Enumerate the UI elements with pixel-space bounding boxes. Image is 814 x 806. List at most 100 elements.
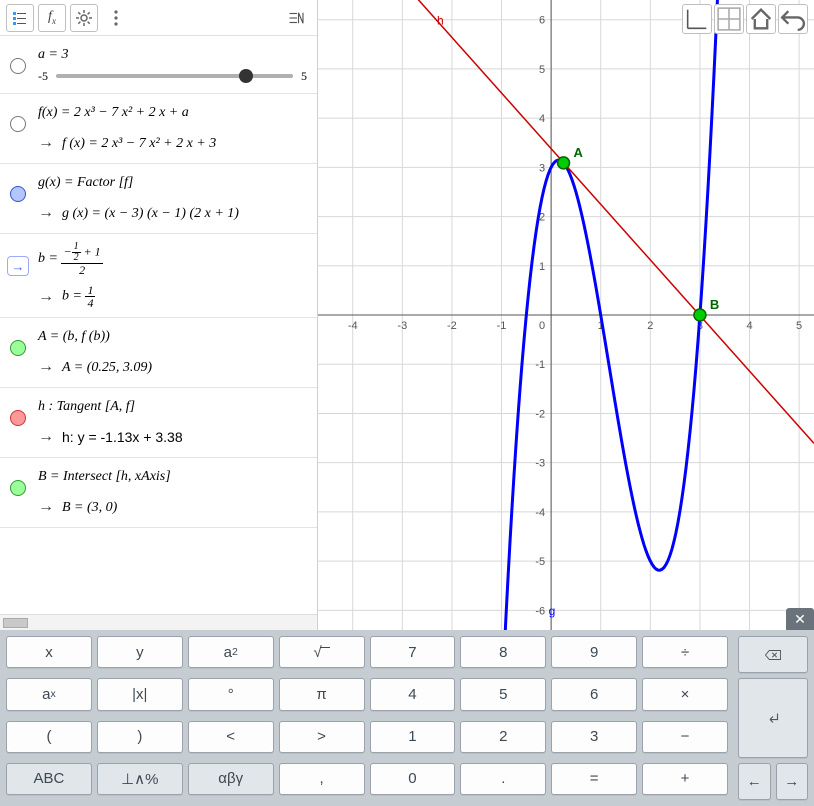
svg-text:B: B <box>710 297 719 312</box>
key-_[interactable]: > <box>279 721 365 753</box>
key-3[interactable]: 3 <box>551 721 637 753</box>
svg-text:-2: -2 <box>447 320 457 332</box>
svg-text:-1: -1 <box>497 320 507 332</box>
svg-text:-5: -5 <box>535 556 545 568</box>
f-eval: f (x) = 2 x³ − 7 x² + 2 x + 3 <box>62 133 216 154</box>
graph-view[interactable]: -4-3-2-112345-6-5-4-3-2-11234560hgAB <box>318 0 814 630</box>
more-icon[interactable] <box>102 4 130 32</box>
key-_[interactable]: ) <box>97 721 183 753</box>
slider-thumb[interactable] <box>239 69 253 83</box>
key-_[interactable]: = <box>551 763 637 795</box>
svg-text:3: 3 <box>539 162 545 174</box>
key-left[interactable]: ← <box>738 763 771 800</box>
b-eval: b = 14 <box>62 284 95 309</box>
visibility-toggle[interactable] <box>10 186 26 202</box>
key-7[interactable]: 7 <box>370 636 456 668</box>
key-_[interactable]: ° <box>188 678 274 710</box>
A-eval: A = (0.25, 3.09) <box>62 357 152 378</box>
key-0[interactable]: 0 <box>370 763 456 795</box>
row-a-slider[interactable]: a = 3 -5 5 <box>0 36 317 94</box>
h-eval: h: y = -1.13x + 3.38 <box>62 427 183 448</box>
key-enter[interactable] <box>738 678 808 758</box>
f-def: f(x) = 2 x³ − 7 x² + 2 x + a <box>38 105 189 120</box>
key-___[interactable]: αβγ <box>188 763 274 795</box>
key-6[interactable]: 6 <box>551 678 637 710</box>
key-__[interactable]: √ <box>279 636 365 668</box>
svg-text:-2: -2 <box>535 408 545 420</box>
svg-text:h: h <box>437 14 444 28</box>
key-9[interactable]: 9 <box>551 636 637 668</box>
key-_[interactable]: , <box>279 763 365 795</box>
svg-text:-4: -4 <box>348 320 358 332</box>
slider-track[interactable] <box>56 74 293 78</box>
row-b[interactable]: → b = −12 + 12 → b = 14 <box>0 234 317 318</box>
B-def: B = Intersect [h, xAxis] <box>38 469 171 484</box>
key-5[interactable]: 5 <box>460 678 546 710</box>
arrow-icon: → <box>38 355 54 379</box>
svg-text:-1: -1 <box>535 359 545 371</box>
fx-icon[interactable]: fx <box>38 4 66 32</box>
g-def: g(x) = Factor [f] <box>38 175 133 190</box>
visibility-toggle[interactable] <box>10 480 26 496</box>
slider-max: 5 <box>301 67 307 85</box>
svg-text:4: 4 <box>746 320 752 332</box>
key-_x_[interactable]: |x| <box>97 678 183 710</box>
key-_[interactable]: . <box>460 763 546 795</box>
key-_[interactable]: − <box>642 721 728 753</box>
svg-text:5: 5 <box>539 64 545 76</box>
key-_[interactable]: ÷ <box>642 636 728 668</box>
key-a_[interactable]: a2 <box>188 636 274 668</box>
axes-icon[interactable] <box>682 4 712 34</box>
row-g[interactable]: g(x) = Factor [f] → g (x) = (x − 3) (x − … <box>0 164 317 234</box>
output-toggle[interactable]: → <box>7 256 29 276</box>
svg-text:2: 2 <box>647 320 653 332</box>
key-x[interactable]: x <box>6 636 92 668</box>
svg-text:0: 0 <box>539 320 545 332</box>
key-a_[interactable]: ax <box>6 678 92 710</box>
arrow-icon: → <box>38 285 54 309</box>
visibility-toggle[interactable] <box>10 340 26 356</box>
row-B[interactable]: B = Intersect [h, xAxis] →B = (3, 0) <box>0 458 317 528</box>
key-_[interactable]: π <box>279 678 365 710</box>
key-y[interactable]: y <box>97 636 183 668</box>
panel-menu-icon[interactable] <box>283 4 311 32</box>
row-f[interactable]: f(x) = 2 x³ − 7 x² + 2 x + a → f (x) = 2 … <box>0 94 317 164</box>
arrow-icon: → <box>38 495 54 519</box>
tree-view-icon[interactable] <box>6 4 34 32</box>
arrow-icon: → <box>38 201 54 225</box>
virtual-keyboard: ✕ xya2√789÷ax|x|°π456×()<>123−ABC⊥∧%αβγ,… <box>0 630 814 806</box>
key-right[interactable]: → <box>776 763 809 800</box>
g-eval: g (x) = (x − 3) (x − 1) (2 x + 1) <box>62 203 239 224</box>
key-8[interactable]: 8 <box>460 636 546 668</box>
key-_[interactable]: × <box>642 678 728 710</box>
row-A[interactable]: A = (b, f (b)) → A = (0.25, 3.09) <box>0 318 317 388</box>
A-def: A = (b, f (b)) <box>38 329 110 344</box>
algebra-scrollbar[interactable] <box>0 614 317 630</box>
key-_[interactable]: < <box>188 721 274 753</box>
key-1[interactable]: 1 <box>370 721 456 753</box>
key-backspace[interactable] <box>738 636 808 673</box>
visibility-toggle[interactable] <box>10 58 26 74</box>
arrow-icon: → <box>38 425 54 449</box>
settings-icon[interactable] <box>70 4 98 32</box>
svg-text:g: g <box>549 604 556 618</box>
visibility-toggle[interactable] <box>10 116 26 132</box>
algebra-toolbar: fx <box>0 0 317 36</box>
h-def: h : Tangent [A, f] <box>38 399 135 414</box>
key-___[interactable]: ⊥∧% <box>97 763 183 795</box>
home-icon[interactable] <box>746 4 776 34</box>
key-_[interactable]: + <box>642 763 728 795</box>
row-h[interactable]: h : Tangent [A, f] → h: y = -1.13x + 3.38 <box>0 388 317 458</box>
undo-icon[interactable] <box>778 4 808 34</box>
key-ABC[interactable]: ABC <box>6 763 92 795</box>
arrow-icon: → <box>38 131 54 155</box>
svg-text:6: 6 <box>539 15 545 27</box>
key-_[interactable]: ( <box>6 721 92 753</box>
key-2[interactable]: 2 <box>460 721 546 753</box>
b-def: b = −12 + 12 <box>38 251 103 266</box>
close-keyboard-button[interactable]: ✕ <box>786 608 814 630</box>
grid-icon[interactable] <box>714 4 744 34</box>
slider-min: -5 <box>38 67 48 85</box>
visibility-toggle[interactable] <box>10 410 26 426</box>
key-4[interactable]: 4 <box>370 678 456 710</box>
